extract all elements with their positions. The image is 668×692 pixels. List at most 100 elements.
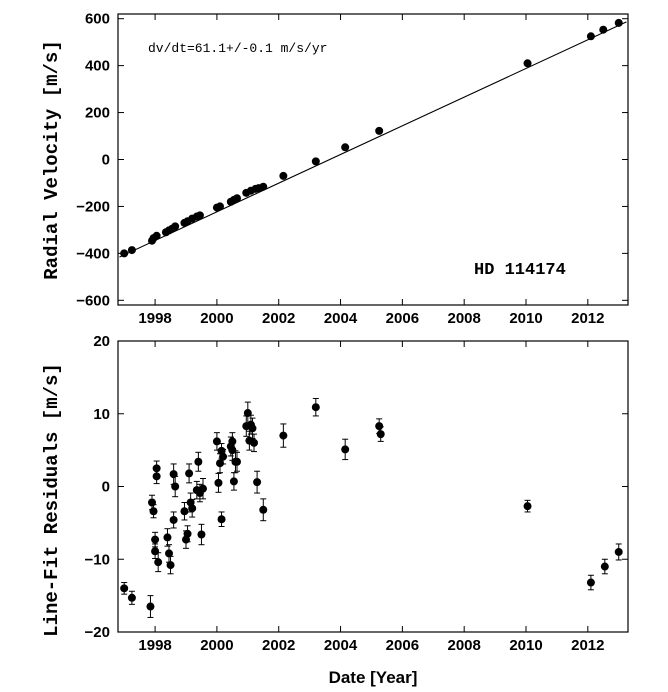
rv-point (311, 157, 320, 166)
rv-y-tick-label: −400 (76, 245, 110, 262)
rv-point (259, 182, 268, 191)
rv-point (614, 18, 623, 27)
residual-point (183, 529, 192, 538)
rv-x-tick-label: 2002 (262, 310, 295, 327)
residual-y-tick-label: −10 (85, 551, 110, 568)
rv-y-tick-label: 0 (102, 152, 110, 169)
residuals-points (120, 397, 623, 618)
residual-point (149, 507, 158, 516)
residual-point (523, 502, 532, 511)
residual-point (154, 558, 163, 567)
residual-point (217, 515, 226, 524)
rv-y-axis-title: Radial Velocity [m/s] (41, 40, 63, 279)
residual-point (199, 484, 207, 493)
residual-x-tick-label: 2000 (200, 637, 233, 654)
residual-point (586, 578, 595, 587)
residual-point (151, 547, 160, 556)
rv-star-label: HD 114174 (474, 261, 566, 280)
rv-point (599, 25, 608, 34)
rv-x-tick-label: 2004 (324, 310, 358, 327)
rv-y-tick-label: 200 (85, 105, 110, 122)
rv-y-tick-label: −600 (76, 292, 110, 309)
rv-x-tick-label: 2010 (509, 310, 542, 327)
residual-point (180, 507, 189, 516)
residual-point (375, 422, 384, 431)
rv-x-tick-label: 2000 (200, 310, 233, 327)
residual-point (197, 530, 206, 539)
rv-point (341, 143, 350, 152)
residual-x-tick-label: 2008 (447, 637, 480, 654)
residual-point (152, 464, 161, 473)
residual-point (169, 470, 178, 479)
residual-point (185, 469, 194, 478)
residual-point (214, 478, 223, 487)
residual-point (148, 498, 156, 507)
residual-x-tick-label: 2004 (324, 637, 358, 654)
residual-point (212, 437, 221, 446)
rv-point (523, 59, 532, 68)
residual-point (229, 477, 238, 486)
residual-point (219, 452, 228, 461)
residual-x-tick-label: 2012 (571, 637, 604, 654)
rv-points (120, 18, 623, 258)
residual-point (151, 535, 160, 544)
rv-fit-line (119, 21, 627, 258)
residual-y-tick-label: 0 (102, 479, 110, 496)
rv-point (152, 231, 161, 240)
rv-x-tick-label: 1998 (138, 310, 171, 327)
residual-y-tick-label: 10 (93, 406, 110, 423)
rv-point (279, 171, 288, 180)
residual-point (216, 459, 224, 468)
residuals-panel: 1998 2000 2002 2004 2006 2008 2010 2012 −20 −10 0 1… (41, 333, 629, 687)
residual-point (152, 472, 161, 481)
rv-plot-frame (117, 13, 629, 306)
residual-point (250, 438, 258, 447)
residual-point (165, 549, 173, 558)
residuals-ticks: 1998 2000 2002 2004 2006 2008 2010 2012 −20 −10 0 1… (85, 333, 628, 654)
rv-point (171, 222, 180, 231)
residual-point (146, 602, 155, 611)
rv-y-tick-label: 600 (85, 11, 110, 28)
residual-point (188, 504, 197, 513)
rv-x-tick-label: 2012 (571, 310, 604, 327)
residual-point (248, 424, 257, 433)
residual-point (614, 547, 623, 556)
residuals-x-axis-title: Date [Year] (329, 668, 418, 687)
residual-point (376, 430, 385, 439)
residual-point (233, 457, 241, 466)
rv-y-tick-label: 400 (85, 58, 110, 75)
rv-slope-annotation: dv/dt=61.1+/-0.1 m/s/yr (148, 41, 327, 56)
rv-panel: 1998 2000 2002 2004 2006 2008 2010 2012−600−400… (41, 11, 629, 327)
residual-point (127, 593, 136, 602)
residuals-y-axis-title: Line-Fit Residuals [m/s] (41, 363, 63, 637)
residual-point (169, 515, 178, 524)
residual-point (279, 431, 288, 440)
residual-point (341, 445, 350, 454)
residual-point (259, 505, 268, 514)
residual-y-tick-label: −20 (85, 624, 110, 641)
residual-point (166, 561, 175, 570)
rv-x-tick-label: 2008 (447, 310, 480, 327)
residual-point (311, 403, 320, 412)
residual-x-tick-label: 2010 (509, 637, 542, 654)
rv-point (216, 202, 224, 211)
residual-x-tick-label: 1998 (138, 637, 171, 654)
rv-point (120, 249, 129, 258)
rv-point (195, 211, 204, 220)
residual-point (120, 584, 129, 593)
rv-point (375, 126, 384, 135)
rv-point (233, 194, 241, 203)
residual-point (163, 533, 172, 542)
residual-point (228, 437, 237, 446)
rv-point (127, 246, 136, 255)
residual-point (600, 562, 609, 571)
residual-x-tick-label: 2006 (386, 637, 419, 654)
rv-ticks: 1998 2000 2002 2004 2006 2008 2010 2012−600−400… (76, 11, 628, 327)
residual-x-tick-label: 2002 (262, 637, 295, 654)
rv-y-tick-label: −200 (76, 198, 110, 215)
rv-x-tick-label: 2006 (386, 310, 419, 327)
residual-y-tick-label: 20 (93, 333, 110, 350)
rv-point (586, 32, 595, 41)
residual-point (171, 482, 180, 491)
